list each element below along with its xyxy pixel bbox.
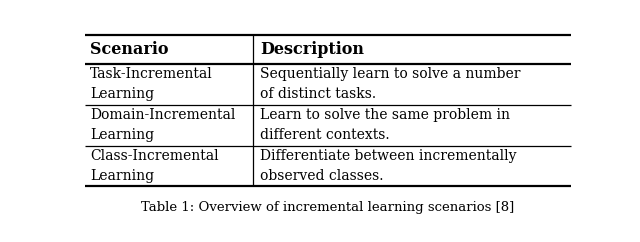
Text: Task-Incremental
Learning: Task-Incremental Learning bbox=[90, 67, 212, 101]
Text: Table 1: Overview of incremental learning scenarios [8]: Table 1: Overview of incremental learnin… bbox=[141, 201, 515, 214]
Text: Learn to solve the same problem in
different contexts.: Learn to solve the same problem in diffe… bbox=[260, 108, 510, 142]
Text: Domain-Incremental
Learning: Domain-Incremental Learning bbox=[90, 108, 236, 142]
Text: Sequentially learn to solve a number
of distinct tasks.: Sequentially learn to solve a number of … bbox=[260, 67, 520, 101]
Text: Differentiate between incrementally
observed classes.: Differentiate between incrementally obse… bbox=[260, 149, 516, 183]
Text: Class-Incremental
Learning: Class-Incremental Learning bbox=[90, 149, 218, 183]
Text: Description: Description bbox=[260, 41, 364, 58]
Text: Scenario: Scenario bbox=[90, 41, 168, 58]
